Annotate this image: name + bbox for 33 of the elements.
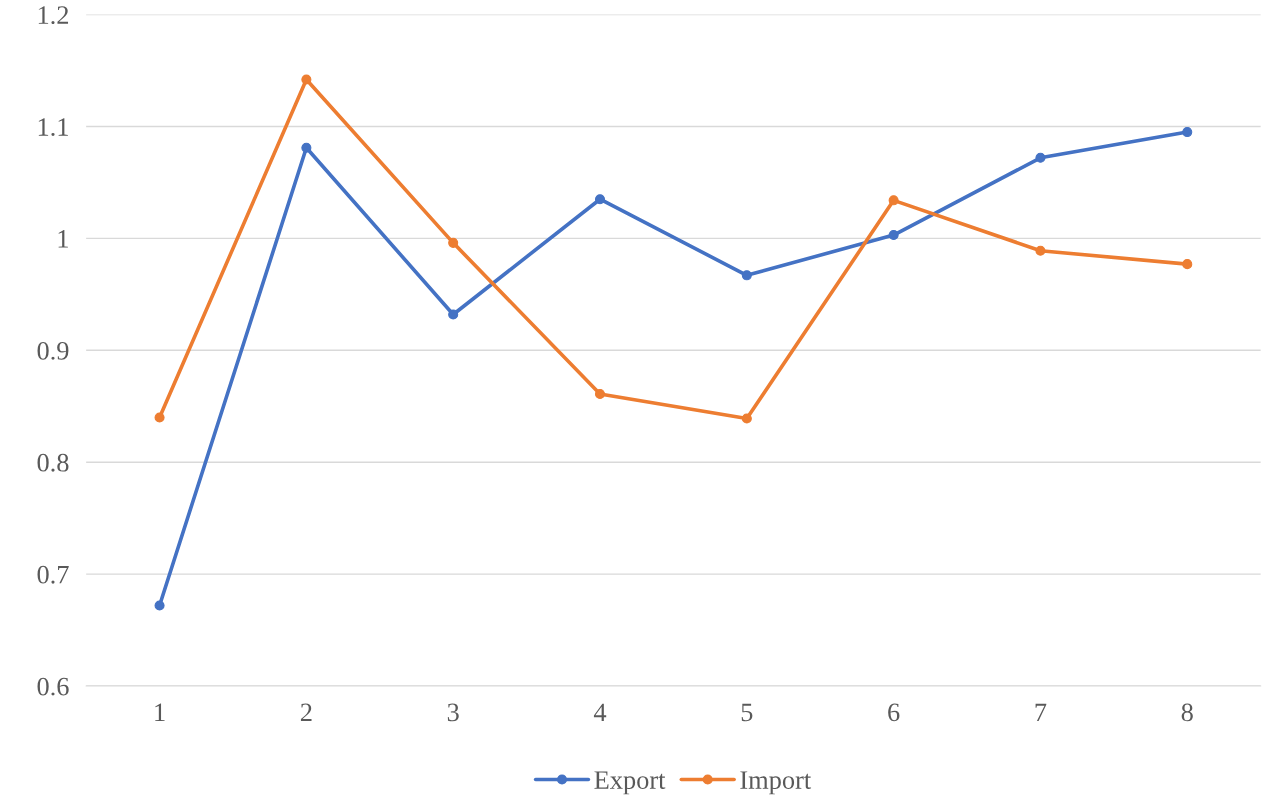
y-tick-label: 1.2 [38,6,69,25]
point [301,142,312,153]
point [1035,245,1046,256]
point [448,237,459,248]
point [741,413,752,424]
point [1035,152,1046,163]
point [594,388,606,399]
y-tick-label: 1 [58,230,68,248]
legend-label: Export [594,771,666,795]
x-tick-label: 1 [155,703,165,722]
y-tick-label: 0.7 [37,565,69,584]
x-tick-label: 3 [447,703,459,722]
legend-label: Import [740,771,812,795]
point [888,229,899,241]
x-tick-label: 5 [741,703,753,722]
y-tick-label: 1.1 [38,118,68,136]
point [594,194,606,205]
x-tick-label: 6 [888,703,900,722]
point [888,195,899,206]
point [154,600,165,611]
point [154,412,165,423]
x-tick-label: 2 [300,703,312,722]
y-tick-label: 0.8 [37,453,69,472]
point [741,270,752,281]
y-tick-label: 0.6 [37,677,69,696]
x-tick-label: 4 [593,703,607,722]
x-tick-label: 8 [1181,703,1193,722]
x-tick-label: 7 [1035,703,1047,722]
y-tick-label: 0.9 [37,341,69,360]
point [1182,127,1193,138]
point [1182,259,1193,270]
point [448,309,459,320]
point [301,74,312,85]
